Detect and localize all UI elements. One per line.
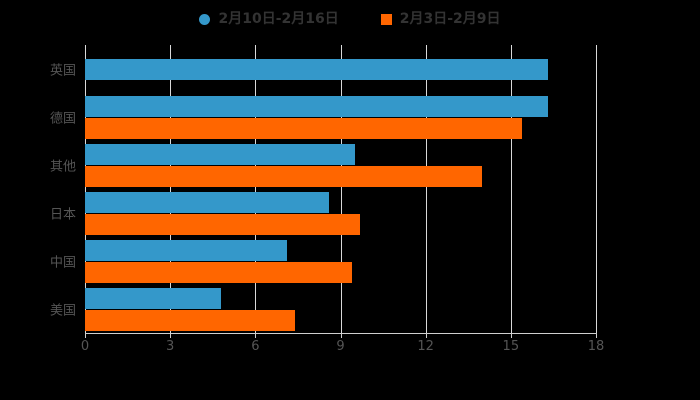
gridline: [340, 45, 342, 333]
x-axis-tick-mark: [596, 333, 597, 338]
bar-中国-series-0[interactable]: [85, 239, 287, 261]
bar-德国-series-1[interactable]: [85, 117, 523, 139]
bar-其他-series-0[interactable]: [85, 143, 355, 165]
x-axis-tick-mark: [170, 333, 172, 338]
x-axis-tick-mark: [255, 333, 257, 338]
legend-marker-circle-icon: [199, 13, 211, 25]
x-axis-tick-label: 3: [166, 339, 175, 354]
bar-德国-series-0[interactable]: [85, 95, 548, 117]
legend-item-series-0[interactable]: 2月10日-2月16日: [199, 11, 339, 27]
x-axis-tick-mark: [340, 333, 342, 338]
plot-area: [85, 45, 597, 333]
chart-legend: 2月10日-2月16日 2月3日-2月9日: [0, 6, 700, 32]
gridline: [170, 45, 172, 333]
y-axis-category-label: 中国: [49, 255, 76, 271]
x-axis-tick-label: 9: [336, 339, 345, 354]
legend-label-series-0: 2月10日-2月16日: [218, 11, 339, 27]
x-axis-tick-label: 6: [251, 339, 260, 354]
gridline: [596, 45, 597, 333]
gridline: [425, 45, 427, 333]
y-axis-category-label: 德国: [49, 111, 76, 127]
bar-英国-series-0[interactable]: [85, 58, 548, 80]
y-axis-category-label: 日本: [49, 207, 76, 223]
gridline: [510, 45, 512, 333]
legend-item-series-1[interactable]: 2月3日-2月9日: [380, 11, 501, 27]
bar-美国-series-0[interactable]: [85, 287, 222, 309]
legend-label-series-1: 2月3日-2月9日: [399, 11, 501, 27]
x-axis-tick-label: 18: [587, 339, 605, 354]
gridline: [85, 45, 86, 333]
x-axis-tick-mark: [85, 333, 86, 338]
x-axis-tick-label: 15: [502, 339, 520, 354]
x-axis-tick-label: 12: [417, 339, 434, 354]
bar-日本-series-1[interactable]: [85, 213, 361, 235]
bar-中国-series-1[interactable]: [85, 261, 352, 283]
bar-其他-series-1[interactable]: [85, 165, 483, 187]
x-axis-tick-mark: [425, 333, 427, 338]
gridline: [255, 45, 257, 333]
y-axis-category-label: 美国: [49, 303, 76, 319]
bar-美国-series-1[interactable]: [85, 309, 296, 331]
y-axis-category-label: 其他: [49, 159, 76, 175]
legend-marker-square-icon: [380, 13, 392, 25]
x-axis-tick-mark: [510, 333, 512, 338]
bar-日本-series-0[interactable]: [85, 191, 330, 213]
x-axis-tick-label: 0: [80, 339, 90, 354]
y-axis-category-label: 英国: [49, 63, 76, 79]
